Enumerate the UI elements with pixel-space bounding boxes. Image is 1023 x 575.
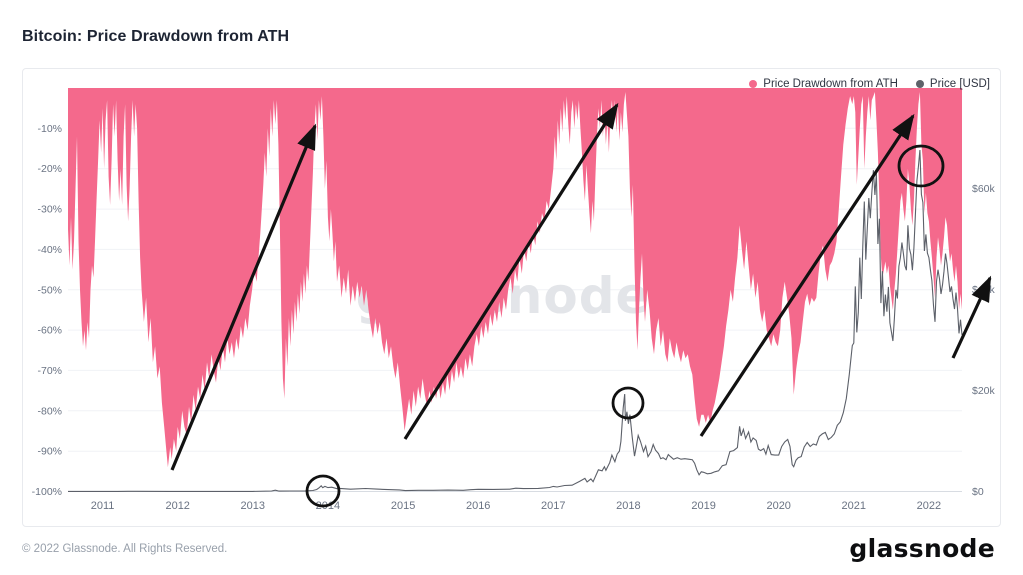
legend-label-drawdown: Price Drawdown from ATH bbox=[763, 78, 898, 90]
x-tick-label: 2011 bbox=[91, 500, 115, 512]
x-tick-label: 2016 bbox=[466, 500, 490, 512]
x-tick-label: 2022 bbox=[917, 500, 941, 512]
trend-arrow-annotation bbox=[951, 275, 992, 359]
trend-arrow-annotation bbox=[699, 113, 915, 437]
peak-circle-annotation bbox=[611, 386, 645, 420]
legend-item-price[interactable]: Price [USD] bbox=[915, 78, 990, 90]
y-left-tick-label: -10% bbox=[37, 123, 62, 135]
x-tick-label: 2015 bbox=[391, 500, 415, 512]
x-tick-label: 2021 bbox=[842, 500, 866, 512]
price-line-series[interactable] bbox=[68, 149, 963, 492]
price-series-dot-icon bbox=[915, 80, 924, 88]
drawdown-series-dot-icon bbox=[749, 80, 758, 88]
legend-item-drawdown[interactable]: Price Drawdown from ATH bbox=[749, 78, 898, 90]
y-left-tick-label: -80% bbox=[37, 405, 62, 417]
y-left-tick-label: -30% bbox=[37, 204, 62, 216]
x-tick-label: 2020 bbox=[766, 500, 790, 512]
legend-label-price: Price [USD] bbox=[929, 78, 990, 90]
y-left-tick-label: -90% bbox=[37, 446, 62, 458]
x-tick-label: 2013 bbox=[241, 500, 265, 512]
y-left-tick-label: -50% bbox=[37, 284, 62, 296]
y-left-tick-label: -60% bbox=[37, 325, 62, 337]
glassnode-logo: glassnode bbox=[849, 534, 995, 563]
trend-arrow-annotation bbox=[403, 102, 619, 440]
y-left-tick-label: -70% bbox=[37, 365, 62, 377]
y-left-tick-label: -20% bbox=[37, 163, 62, 175]
x-tick-label: 2017 bbox=[541, 500, 565, 512]
y-right-tick-label: $60k bbox=[972, 183, 996, 195]
x-tick-label: 2018 bbox=[616, 500, 640, 512]
trend-arrow-annotation bbox=[170, 123, 317, 471]
y-right-tick-label: $0 bbox=[972, 486, 984, 498]
peak-circle-annotation bbox=[305, 474, 341, 508]
x-tick-label: 2012 bbox=[165, 500, 189, 512]
peak-circle-annotation bbox=[897, 144, 945, 188]
page-title: Bitcoin: Price Drawdown from ATH bbox=[22, 28, 290, 45]
y-right-tick-label: $20k bbox=[972, 385, 996, 397]
footer-copyright: © 2022 Glassnode. All Rights Reserved. bbox=[22, 543, 228, 555]
y-left-tick-label: -40% bbox=[37, 244, 62, 256]
x-tick-label: 2019 bbox=[691, 500, 715, 512]
chart-legend: Price Drawdown from ATH Price [USD] bbox=[749, 78, 990, 90]
y-left-tick-label: -100% bbox=[32, 486, 62, 498]
